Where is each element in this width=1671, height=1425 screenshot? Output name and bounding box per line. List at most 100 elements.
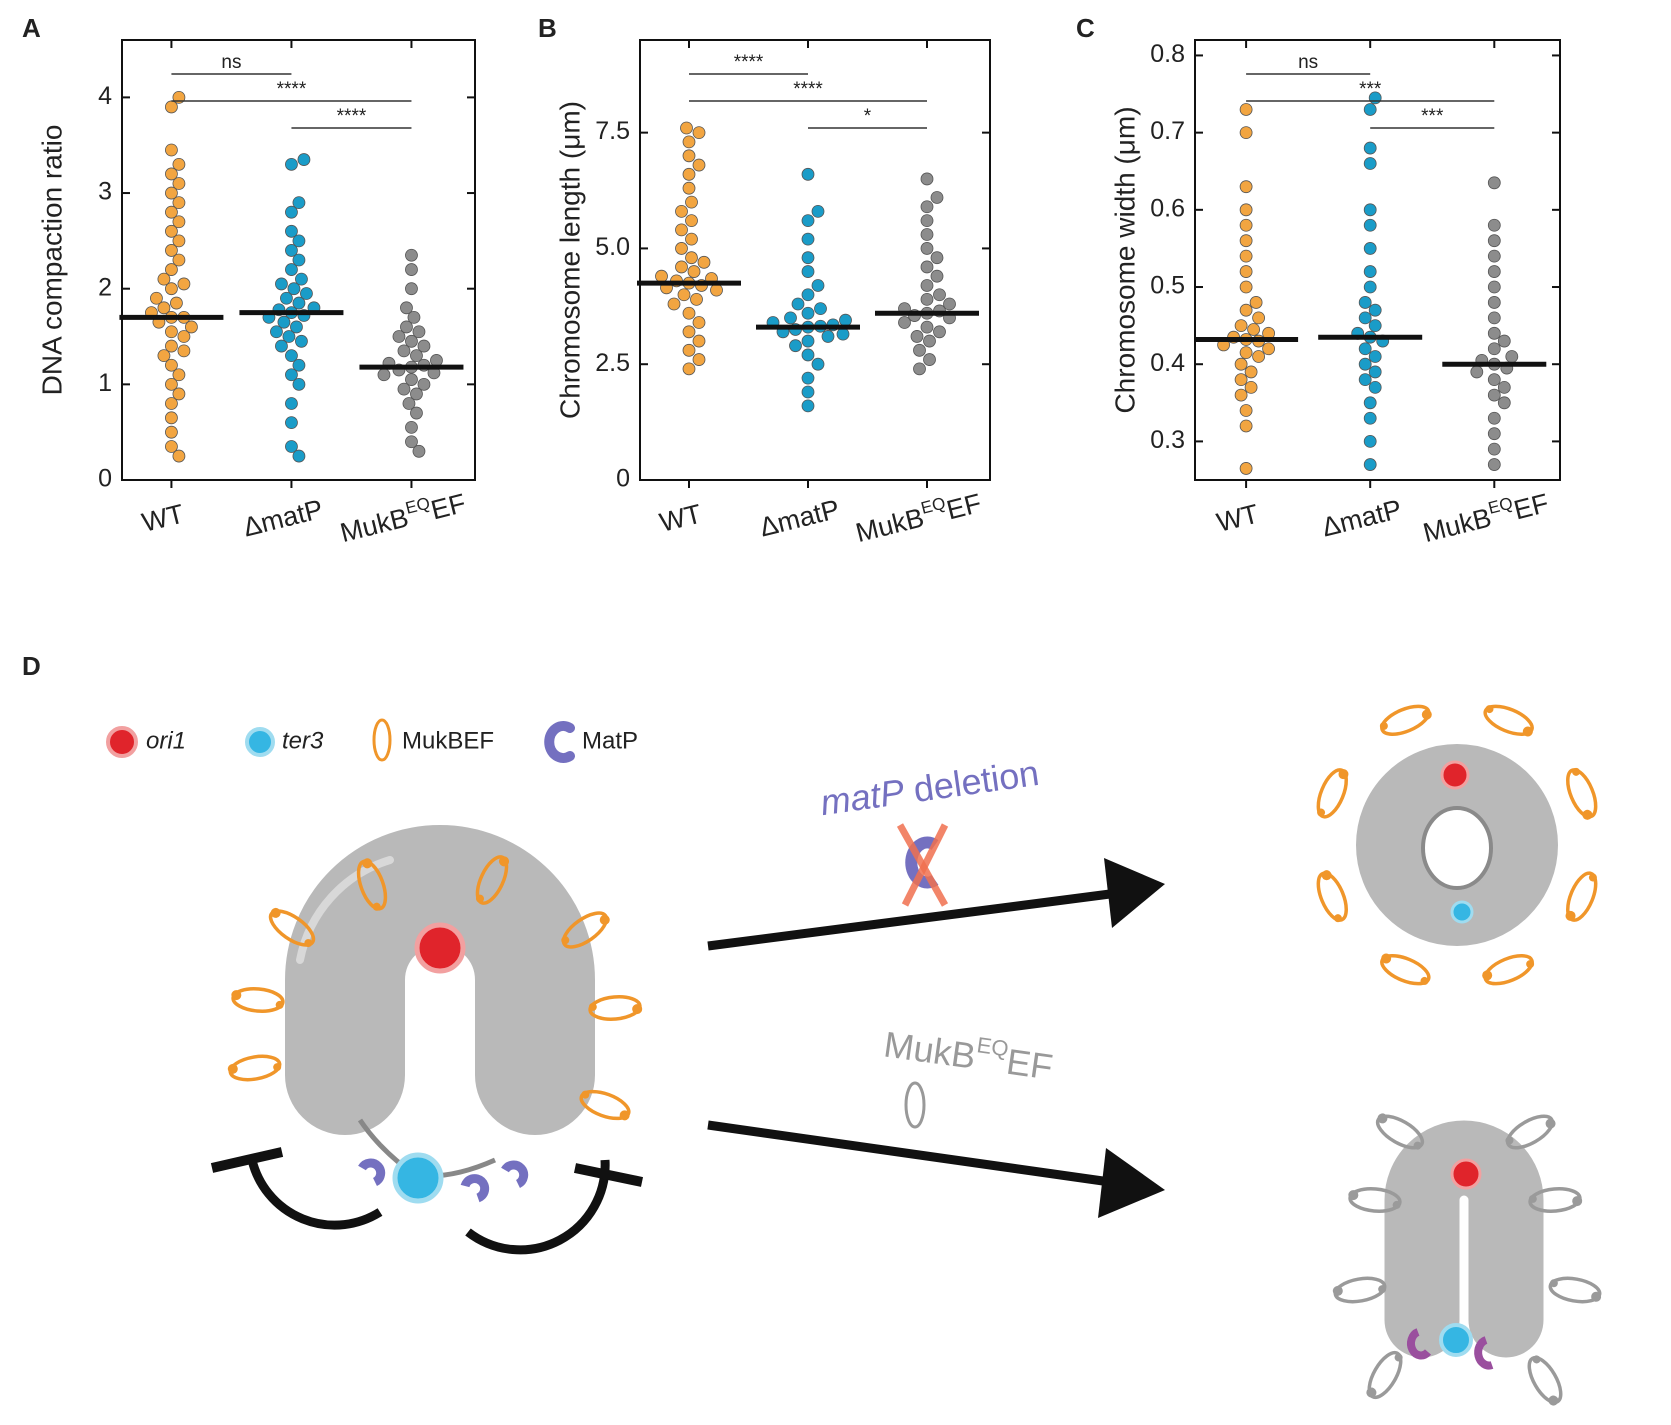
data-point xyxy=(685,232,698,246)
data-point xyxy=(165,205,178,219)
data-point xyxy=(801,348,815,362)
loops xyxy=(227,704,1602,1406)
inhibition-bar xyxy=(573,1163,644,1187)
y-tick-label: 2.5 xyxy=(595,349,630,377)
data-point xyxy=(1239,346,1253,360)
data-point xyxy=(292,253,306,267)
loop-foot xyxy=(475,894,484,903)
loop xyxy=(227,1054,282,1082)
data-point xyxy=(692,126,706,140)
ter-icon xyxy=(245,727,275,757)
data-point xyxy=(682,343,696,357)
data-point xyxy=(1368,380,1382,394)
y-axis-label: Chromosome length (μm) xyxy=(554,101,585,419)
data-point xyxy=(1363,411,1377,425)
data-point xyxy=(920,200,934,214)
data-point xyxy=(933,288,946,302)
data-point xyxy=(784,311,797,325)
loop-head xyxy=(1377,1113,1388,1124)
inhibition xyxy=(465,1159,610,1255)
data-point xyxy=(920,214,934,228)
matp xyxy=(905,836,939,889)
data-point xyxy=(1239,103,1253,116)
y-tick-label: 0.6 xyxy=(1150,194,1185,222)
data-point xyxy=(285,205,298,219)
data-point xyxy=(913,343,926,357)
data-point xyxy=(920,279,934,292)
loop-head xyxy=(1348,1190,1359,1201)
data-point xyxy=(157,272,171,286)
data-point xyxy=(165,263,178,276)
x-tick-label: WT xyxy=(1214,499,1262,538)
ori-icon xyxy=(106,726,138,758)
data-point xyxy=(292,296,306,310)
data-point xyxy=(405,435,418,449)
loop-foot xyxy=(1532,1355,1541,1364)
data-point xyxy=(165,224,178,238)
data-point xyxy=(1239,249,1253,263)
data-point xyxy=(397,344,411,358)
significance-label: *** xyxy=(1359,79,1382,100)
y-tick-label: 4 xyxy=(98,82,112,110)
data-point xyxy=(1252,350,1265,363)
data-point xyxy=(1358,373,1372,387)
arrow xyxy=(707,889,1111,951)
data-point xyxy=(172,234,186,248)
data-point xyxy=(685,251,698,265)
data-point xyxy=(165,377,178,391)
data-point xyxy=(275,277,288,291)
data-point xyxy=(1368,303,1382,317)
loop xyxy=(231,987,285,1013)
loop-foot xyxy=(588,1002,597,1011)
x-tick-label: ΔmatP xyxy=(1319,494,1405,543)
matp xyxy=(1474,1336,1494,1370)
significance-label: ns xyxy=(221,52,241,73)
data-point xyxy=(1239,419,1253,433)
data-point xyxy=(405,420,418,434)
panel-label: D xyxy=(22,651,41,681)
significance-label: **** xyxy=(734,52,764,73)
loop xyxy=(1316,870,1348,923)
loop xyxy=(579,1089,631,1121)
label-part: EF xyxy=(428,488,469,525)
data-point xyxy=(1363,141,1377,155)
data-point xyxy=(1363,103,1377,116)
data-point xyxy=(285,440,298,453)
data-point xyxy=(170,296,183,310)
data-point xyxy=(165,358,178,372)
label-part: EQ xyxy=(975,1033,1010,1062)
y-tick-label: 0.4 xyxy=(1150,349,1185,377)
loop xyxy=(561,911,610,949)
data-point xyxy=(282,330,296,343)
y-tick-label: 5.0 xyxy=(595,233,630,261)
data-point xyxy=(377,368,391,382)
data-point xyxy=(280,291,293,305)
mukbef-icon xyxy=(372,718,392,762)
data-point xyxy=(285,263,298,276)
legend-label: MukBEF xyxy=(402,727,494,754)
loop-foot xyxy=(561,936,570,945)
data-point xyxy=(1239,203,1253,217)
data-point xyxy=(930,191,944,204)
label-part: MukB xyxy=(881,1023,978,1076)
data-point xyxy=(789,339,802,353)
loop-head xyxy=(1366,1387,1377,1398)
data-point xyxy=(1247,323,1260,336)
significance-label: **** xyxy=(277,79,307,100)
y-tick-label: 7.5 xyxy=(595,117,630,145)
data-point xyxy=(1358,357,1372,371)
data-point xyxy=(930,269,944,283)
loop-head xyxy=(1591,1291,1602,1302)
loop-ring xyxy=(1483,954,1534,986)
data-point xyxy=(1363,396,1377,410)
data-point xyxy=(1487,218,1501,232)
loop-foot xyxy=(1379,721,1388,730)
data-point xyxy=(898,316,911,329)
data-point xyxy=(801,371,815,385)
data-point xyxy=(1244,365,1258,379)
data-point xyxy=(285,368,298,382)
loop-foot xyxy=(273,1063,282,1072)
data-point xyxy=(1487,458,1501,471)
loop-head xyxy=(270,907,281,918)
